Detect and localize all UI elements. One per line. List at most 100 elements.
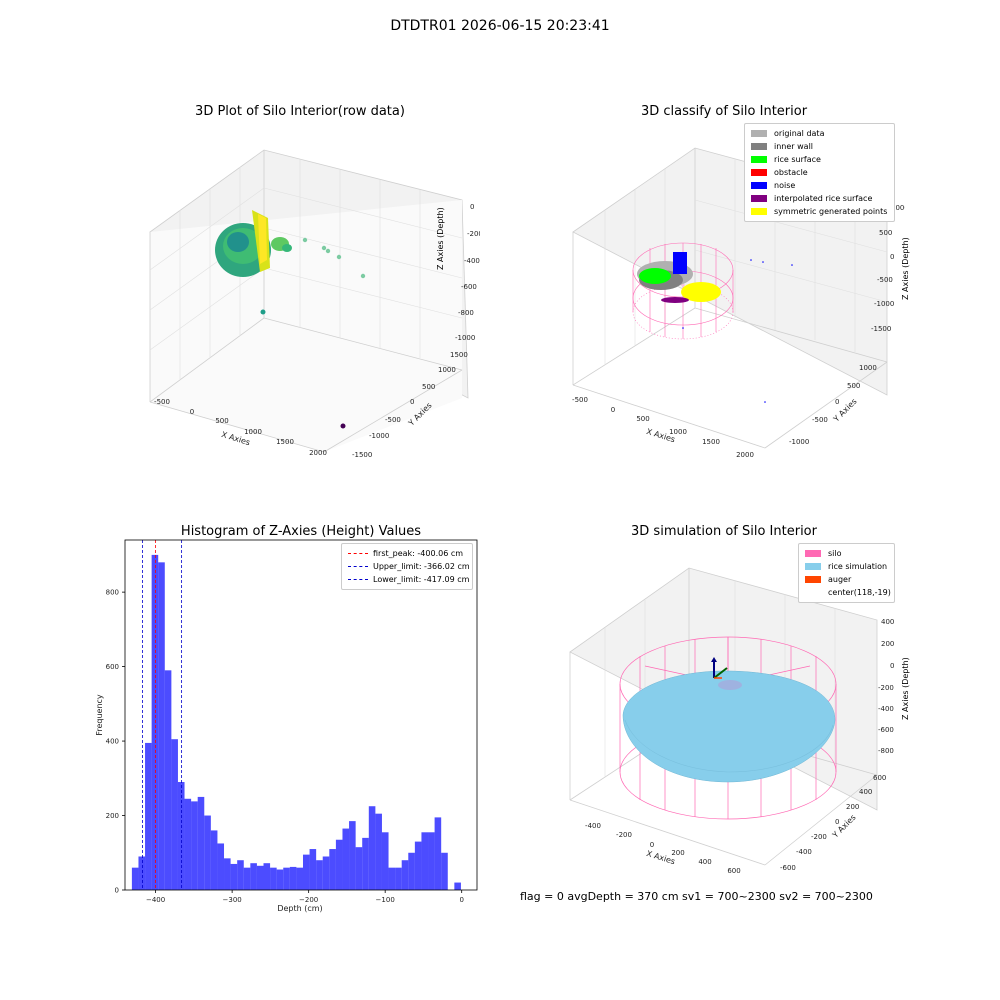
histogram-bar xyxy=(355,847,363,890)
histogram-bar xyxy=(171,739,178,890)
histogram-y-tick-label: 200 xyxy=(106,812,119,820)
panel4-z-label: Z Axies (Depth) xyxy=(901,657,910,720)
legend-swatch xyxy=(805,550,821,557)
legend-line xyxy=(348,579,368,580)
panel1-y-tick: -1000 xyxy=(369,432,389,440)
histogram-bar xyxy=(421,832,429,890)
panel2-z-label: Z Axies (Depth) xyxy=(901,237,910,300)
legend-swatch xyxy=(805,563,821,570)
histogram-bar xyxy=(362,837,369,890)
legend-label: noise xyxy=(774,181,796,190)
histogram-bar xyxy=(145,742,152,890)
legend-label: symmetric generated points xyxy=(774,207,888,216)
histogram-bar xyxy=(210,830,218,890)
legend-item: center(118,-19) xyxy=(805,586,891,599)
panel2-y-tick: 1000 xyxy=(859,364,877,372)
histogram-x-tick-label: 0 xyxy=(459,896,463,904)
panel2-title: 3D classify of Silo Interior xyxy=(640,104,808,119)
panel2-x-tick: -500 xyxy=(572,396,588,404)
histogram-bar xyxy=(250,863,257,890)
histogram-bar xyxy=(388,867,396,890)
panel4-z-tick: 0 xyxy=(890,662,894,670)
histogram-x-label: Depth (cm) xyxy=(277,904,322,913)
legend-swatch xyxy=(751,182,767,189)
panel2-y-tick: -500 xyxy=(812,416,828,424)
histogram-frame xyxy=(124,539,478,891)
panel2-z-tick: -500 xyxy=(877,276,893,284)
panel1-z-tick: 0 xyxy=(470,203,474,211)
histogram-bar xyxy=(243,867,251,890)
legend-item: obstacle xyxy=(751,166,888,179)
panel4-y-label: Y Axies xyxy=(830,813,858,841)
legend-label: silo xyxy=(828,549,842,558)
panel1-y-tick: 0 xyxy=(410,398,414,406)
legend-label: original data xyxy=(774,129,825,138)
histogram-chart: −400 −300 −200 −100 0 0 200 400 600 800 Depth (c… xyxy=(95,539,478,913)
panel4-y-tick: -400 xyxy=(796,848,812,856)
panel1-x-tick: 1500 xyxy=(276,438,294,446)
histogram-bar xyxy=(454,882,461,890)
legend-item: original data xyxy=(751,127,888,140)
legend-label: first_peak: -400.06 cm xyxy=(373,549,464,558)
panel1-y-tick: 1000 xyxy=(438,366,456,374)
histogram-bar xyxy=(381,832,389,890)
histogram-bar xyxy=(408,852,415,890)
panel4-y-tick: 200 xyxy=(846,803,859,811)
histogram-legend: first_peak: -400.06 cm Upper_limit: -366… xyxy=(341,543,473,590)
panel1-z-label: Z Axies (Depth) xyxy=(436,207,445,270)
legend-label: inner wall xyxy=(774,142,814,151)
legend-item: silo xyxy=(805,547,888,560)
panel4-z-tick: -600 xyxy=(878,726,894,734)
histogram-bar xyxy=(329,849,336,890)
legend-swatch xyxy=(805,576,821,583)
histogram-x-tick-label: −300 xyxy=(223,896,242,904)
panel1-z-tick: -1000 xyxy=(455,334,475,342)
panel1-y-tick: 500 xyxy=(422,383,435,391)
histogram-bar xyxy=(441,852,448,890)
histogram-bar xyxy=(316,860,323,890)
panel4-y-tick: -600 xyxy=(780,864,796,872)
legend-label: rice simulation xyxy=(828,562,888,571)
histogram-bar xyxy=(309,849,317,890)
histogram-title: Histogram of Z-Axies (Height) Values xyxy=(180,524,422,539)
panel4-3d-plot: -400 -200 0 200 400 600 X Axies 600 400 … xyxy=(569,567,894,875)
panel4-x-tick: -200 xyxy=(616,831,632,839)
panel2-x-tick: 1000 xyxy=(669,428,687,436)
histogram-bar xyxy=(335,839,343,890)
panel1-z-tick: -200 xyxy=(467,230,480,238)
histogram-bar xyxy=(164,670,172,890)
histogram-bar xyxy=(230,863,238,890)
panel2-y-tick: -1000 xyxy=(789,438,809,446)
legend-line xyxy=(348,553,368,554)
panel1-y-tick: 1500 xyxy=(450,351,468,359)
panel4-legend: silo rice simulation auger center(118,-1… xyxy=(798,543,895,603)
histogram-y-tick-label: 800 xyxy=(106,589,119,597)
panel1-x-tick: -500 xyxy=(154,398,170,406)
legend-item: noise xyxy=(751,179,888,192)
legend-item: Upper_limit: -366.02 cm xyxy=(348,560,470,573)
panel1-z-tick: -400 xyxy=(464,257,480,265)
legend-swatch xyxy=(805,589,821,596)
panel1-y-tick: -1500 xyxy=(352,451,372,459)
figure-title: DTDTR01 2026-06-15 20:23:41 xyxy=(390,18,610,34)
legend-line xyxy=(348,566,368,567)
histogram-bar xyxy=(289,866,297,890)
panel2-y-tick: 0 xyxy=(835,398,839,406)
panel2-legend: original data inner wall rice surface ob… xyxy=(744,123,895,222)
histogram-bar xyxy=(283,867,290,890)
histogram-bar xyxy=(342,828,350,890)
legend-item: rice surface xyxy=(751,153,888,166)
histogram-bar xyxy=(224,858,231,890)
histogram-bar xyxy=(428,832,435,890)
status-footer: flag = 0 avgDepth = 370 cm sv1 = 700~230… xyxy=(520,890,873,903)
histogram-bar xyxy=(368,806,376,890)
panel4-title: 3D simulation of Silo Interior xyxy=(631,524,817,539)
histogram-bar xyxy=(191,801,198,890)
panel2-x-tick: 1500 xyxy=(702,438,720,446)
legend-label: obstacle xyxy=(774,168,808,177)
panel1-x-tick: 500 xyxy=(215,417,228,425)
histogram-bar xyxy=(131,867,139,890)
histogram-x-tick-label: −100 xyxy=(376,896,395,904)
panel2-classified-points xyxy=(637,252,793,403)
panel1-z-tick: -600 xyxy=(461,283,477,291)
